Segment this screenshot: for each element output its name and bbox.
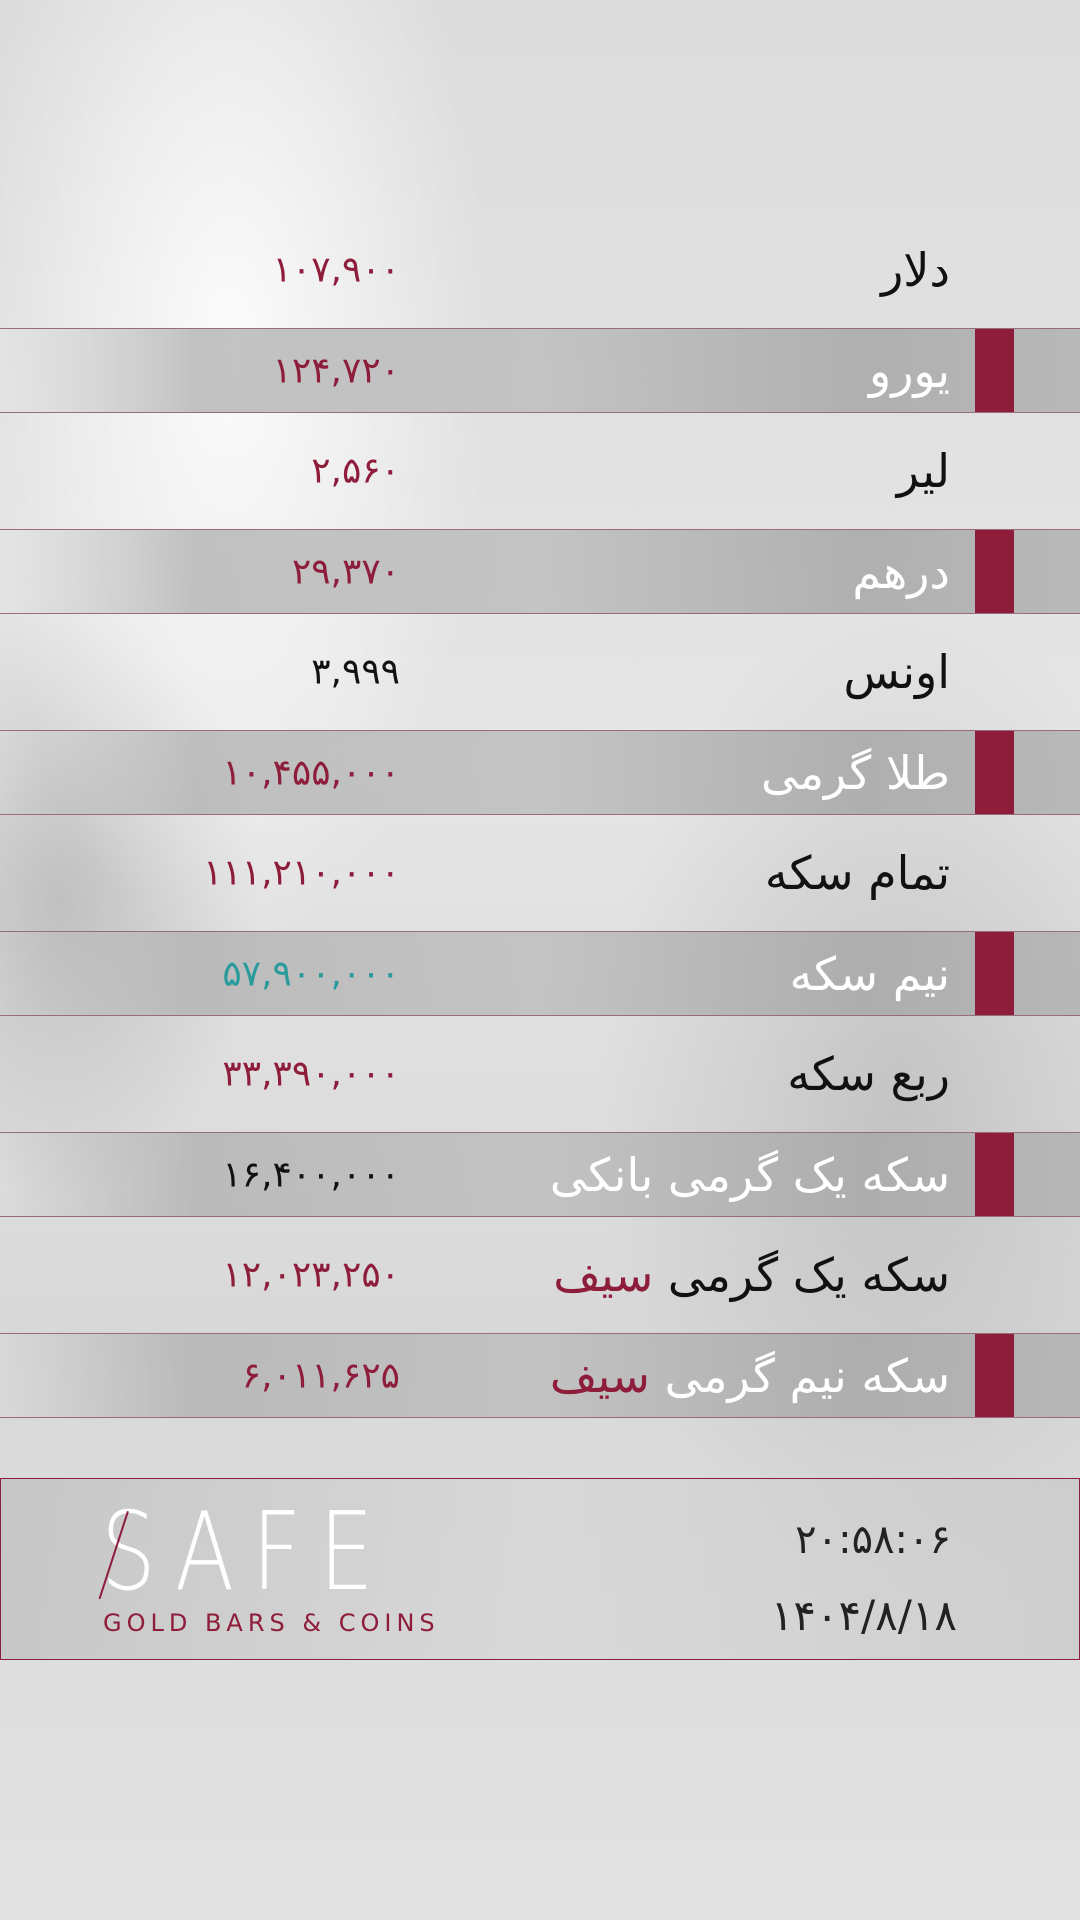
item-price: ۱۰,۴۵۵,۰۰۰ xyxy=(222,752,400,793)
row-accent-bar xyxy=(975,329,1014,412)
item-label-text: یورو xyxy=(869,343,950,398)
item-label: طلا گرمی xyxy=(761,746,950,800)
item-price: ۱۱۱,۲۱۰,۰۰۰ xyxy=(203,852,400,894)
item-label-text: سکه یک گرمی xyxy=(667,1248,950,1302)
item-label: درهم xyxy=(852,545,950,599)
item-label: سکه یک گرمی بانکی xyxy=(550,1148,950,1202)
price-row: لیر ۲,۵۶۰ xyxy=(0,413,1080,529)
item-label-text: نیم سکه xyxy=(789,946,950,1001)
logo-text: SAFE xyxy=(101,1490,392,1615)
item-label-text: درهم xyxy=(852,544,950,599)
price-row: سکه نیم گرمی سیف ۶,۰۱۱,۶۲۵ xyxy=(0,1333,1080,1418)
price-row: طلا گرمی ۱۰,۴۵۵,۰۰۰ xyxy=(0,730,1080,815)
item-label: یورو xyxy=(869,344,950,398)
item-label: لیر xyxy=(897,444,950,498)
row-accent-bar xyxy=(975,1133,1014,1216)
item-price: ۱۲۴,۷۲۰ xyxy=(272,350,400,391)
logo-subtitle: GOLD BARS & COINS xyxy=(103,1609,440,1637)
item-label-brand: سیف xyxy=(549,1348,650,1403)
row-accent-bar xyxy=(975,530,1014,613)
item-price: ۱۶,۴۰۰,۰۰۰ xyxy=(222,1154,400,1195)
item-label-brand: سیف xyxy=(553,1248,654,1302)
item-label-text: اونس xyxy=(843,645,950,699)
row-accent-bar xyxy=(975,731,1014,814)
item-label: نیم سکه xyxy=(789,947,950,1001)
item-label: تمام سکه xyxy=(765,846,950,900)
item-price: ۱۰۷,۹۰۰ xyxy=(272,249,400,291)
item-price: ۲۹,۳۷۰ xyxy=(291,551,400,592)
item-label: اونس xyxy=(844,645,950,699)
item-label: ربع سکه xyxy=(787,1047,950,1101)
item-label: سکه نیم گرمی سیف xyxy=(550,1349,950,1403)
row-accent-bar xyxy=(975,932,1014,1015)
price-row: اونس ۳,۹۹۹ xyxy=(0,614,1080,730)
item-price: ۳,۹۹۹ xyxy=(311,651,400,693)
safe-logo: SAFE GOLD BARS & COINS xyxy=(98,1490,441,1637)
item-price: ۱۲,۰۲۳,۲۵۰ xyxy=(222,1254,400,1296)
item-label-text: سکه نیم گرمی xyxy=(664,1348,950,1403)
price-row: درهم ۲۹,۳۷۰ xyxy=(0,529,1080,614)
price-row: سکه یک گرمی بانکی ۱۶,۴۰۰,۰۰۰ xyxy=(0,1132,1080,1217)
item-price: ۲,۵۶۰ xyxy=(311,450,400,492)
price-row: ربع سکه ۳۳,۳۹۰,۰۰۰ xyxy=(0,1016,1080,1132)
item-label-text: ربع سکه xyxy=(787,1047,950,1101)
price-table: دلار ۱۰۷,۹۰۰ یورو ۱۲۴,۷۲۰ لیر ۲,۵۶۰ درهم ۲۹,۳۷۰… xyxy=(0,212,1080,1418)
clock-date: ۱۴۰۴/۸/۱۸ xyxy=(770,1591,957,1640)
row-accent-bar xyxy=(975,1334,1014,1417)
price-row: دلار ۱۰۷,۹۰۰ xyxy=(0,212,1080,328)
price-row: نیم سکه ۵۷,۹۰۰,۰۰۰ xyxy=(0,931,1080,1016)
item-label-text: لیر xyxy=(896,444,950,498)
item-label-text: دلار xyxy=(881,243,950,297)
item-label-text: تمام سکه xyxy=(764,846,950,900)
item-label-text: سکه یک گرمی بانکی xyxy=(549,1147,950,1202)
price-row: تمام سکه ۱۱۱,۲۱۰,۰۰۰ xyxy=(0,815,1080,931)
item-label-text: طلا گرمی xyxy=(761,745,950,800)
item-price: ۳۳,۳۹۰,۰۰۰ xyxy=(222,1053,400,1095)
item-label: دلار xyxy=(881,243,950,297)
price-row: سکه یک گرمی سیف ۱۲,۰۲۳,۲۵۰ xyxy=(0,1217,1080,1333)
item-label: سکه یک گرمی سیف xyxy=(553,1248,950,1302)
item-price: ۵۷,۹۰۰,۰۰۰ xyxy=(222,953,400,994)
footer-panel: SAFE GOLD BARS & COINS ۲۰:۵۸:۰۶ ۱۴۰۴/۸/۱… xyxy=(0,1478,1080,1660)
price-row: یورو ۱۲۴,۷۲۰ xyxy=(0,328,1080,413)
clock-time: ۲۰:۵۸:۰۶ xyxy=(795,1517,951,1563)
item-price: ۶,۰۱۱,۶۲۵ xyxy=(241,1355,400,1396)
